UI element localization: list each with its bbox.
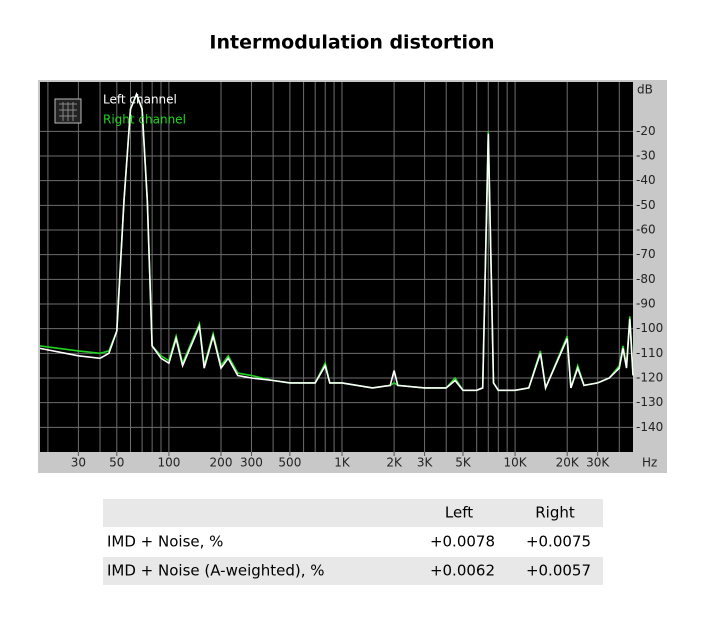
series-line bbox=[39, 92, 634, 392]
x-tick-label: 500 bbox=[278, 456, 301, 470]
x-tick-label: 3K bbox=[417, 456, 434, 470]
table-cell: +0.0057 bbox=[526, 562, 591, 580]
chart-title: Intermodulation distortion bbox=[209, 32, 494, 54]
legend-label: Left channel bbox=[103, 93, 177, 107]
table-cell: +0.0075 bbox=[526, 533, 591, 551]
y-tick-label: -60 bbox=[636, 223, 656, 237]
x-tick-label: 300 bbox=[240, 456, 263, 470]
x-tick-label: 20K bbox=[556, 456, 580, 470]
x-tick-label: 50 bbox=[109, 456, 124, 470]
y-tick-label: -100 bbox=[636, 321, 663, 335]
x-tick-label: 1K bbox=[334, 456, 351, 470]
table-row-label: IMD + Noise (A-weighted), % bbox=[107, 562, 325, 580]
x-tick-label: 30 bbox=[71, 456, 86, 470]
y-tick-label: -40 bbox=[636, 173, 656, 187]
table-cell: +0.0062 bbox=[430, 562, 495, 580]
x-tick-label: 10K bbox=[504, 456, 528, 470]
y-tick-label: -20 bbox=[636, 124, 656, 138]
x-tick-label: 30K bbox=[586, 456, 610, 470]
legend: Left channel Right channel bbox=[54, 93, 186, 127]
y-axis-label: dB bbox=[637, 83, 653, 97]
legend-icon-grid bbox=[59, 102, 77, 121]
table-cell: +0.0078 bbox=[430, 533, 495, 551]
y-tick-label: -50 bbox=[636, 198, 656, 212]
x-tick-label: 5K bbox=[455, 456, 472, 470]
table-header-cell: Right bbox=[535, 504, 575, 522]
y-tick-label: -130 bbox=[636, 395, 663, 409]
table-header-bg bbox=[103, 499, 603, 527]
x-tick-label: 200 bbox=[210, 456, 233, 470]
y-tick-label: -120 bbox=[636, 371, 663, 385]
y-tick-label: -70 bbox=[636, 247, 656, 261]
y-tick-label: -90 bbox=[636, 297, 656, 311]
table-row-bg bbox=[103, 557, 603, 585]
table-row-label: IMD + Noise, % bbox=[107, 533, 223, 551]
y-tick-label: -140 bbox=[636, 420, 663, 434]
x-tick-label: 100 bbox=[157, 456, 180, 470]
table: Left Right IMD + Noise, % +0.0078 +0.0075 IMD… bbox=[107, 504, 591, 580]
y-tick-label: -110 bbox=[636, 346, 663, 360]
x-tick-label: 2K bbox=[386, 456, 403, 470]
lines bbox=[39, 92, 634, 392]
y-tick-label: -80 bbox=[636, 272, 656, 286]
grid bbox=[40, 82, 633, 452]
table-header-cell: Left bbox=[445, 504, 473, 522]
legend-label: Right channel bbox=[103, 113, 186, 127]
y-tick-label: -30 bbox=[636, 149, 656, 163]
plot-area bbox=[40, 82, 633, 452]
x-axis-label: Hz bbox=[642, 456, 657, 470]
